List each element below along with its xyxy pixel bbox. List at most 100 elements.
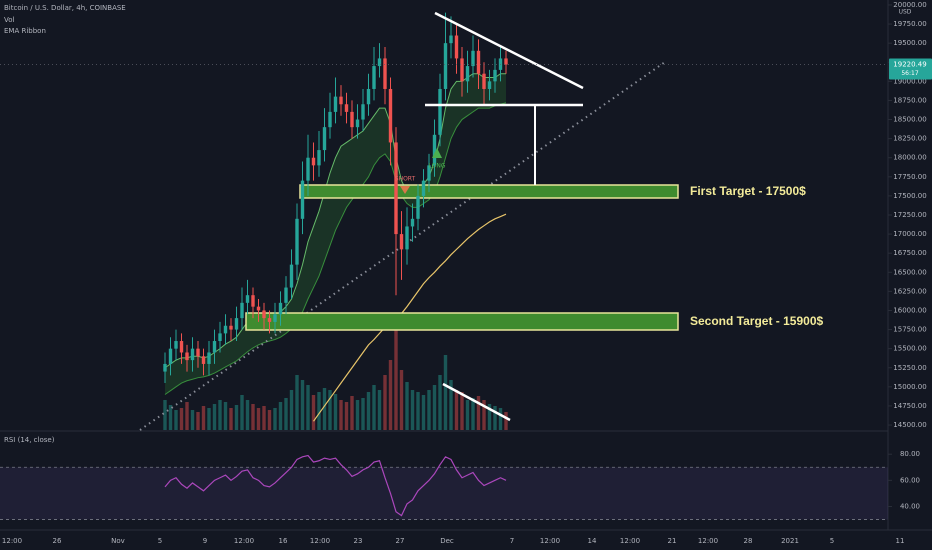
candle-body	[377, 58, 382, 67]
candle-body	[361, 104, 365, 120]
volume-bar	[284, 398, 288, 430]
candle-body	[465, 66, 470, 82]
volume-bar	[394, 330, 398, 430]
volume-bar	[454, 390, 459, 430]
candle-body	[372, 66, 376, 89]
candle-body	[251, 295, 255, 307]
volume-bar	[344, 402, 349, 430]
x-tick-label: 11	[896, 537, 905, 545]
rsi-layer	[164, 454, 507, 517]
candle-body	[476, 50, 481, 74]
moving-average	[313, 213, 507, 422]
ma-line	[313, 213, 507, 422]
long-label: LONG	[429, 163, 446, 170]
candle-body	[300, 180, 305, 219]
x-tick-label: 23	[354, 537, 363, 545]
y-tick-label: 14500.00	[893, 421, 926, 429]
volume-bar	[300, 380, 305, 430]
x-tick-label: 12:00	[2, 537, 22, 545]
volume-bar	[427, 390, 431, 430]
candle-body	[493, 69, 497, 82]
rsi-title: RSI (14, close)	[4, 436, 55, 444]
candle-body	[201, 356, 206, 364]
volume-bar	[482, 400, 486, 430]
candle-body	[295, 218, 299, 265]
candle-body	[278, 302, 283, 315]
long-marker	[432, 148, 442, 158]
y-tick-label: 16750.00	[893, 249, 926, 257]
candle-body	[399, 234, 404, 250]
y-tick-label: 17000.00	[893, 230, 926, 238]
candle-body	[355, 119, 360, 128]
candle-body	[388, 88, 393, 143]
candle-body	[322, 127, 327, 151]
candle-body	[223, 325, 228, 334]
volume-bar	[185, 402, 189, 430]
volume-bar	[372, 385, 376, 430]
candle-body	[207, 352, 211, 364]
volume-bar	[322, 388, 327, 430]
volume-bar	[405, 382, 409, 430]
rsi-band	[0, 467, 888, 520]
x-tick-label: 21	[668, 537, 677, 545]
y-tick-label: 16250.00	[893, 287, 926, 295]
candle-body	[487, 81, 492, 89]
candle-body	[229, 325, 233, 330]
candle-body	[350, 111, 354, 128]
x-tick-label: 5	[158, 537, 162, 545]
volume-bar	[306, 385, 310, 430]
x-tick-label: 14	[588, 537, 597, 545]
y-tick-label: 18750.00	[893, 96, 926, 104]
volume-bar	[416, 392, 420, 430]
volume-bar	[174, 410, 178, 430]
volume-bar	[493, 406, 497, 430]
candle-body	[339, 96, 343, 105]
candle-body	[460, 58, 464, 82]
y-tick-label: 17750.00	[893, 173, 926, 181]
indicator-ema: EMA Ribbon	[4, 27, 46, 35]
candle-body	[174, 341, 178, 349]
candle-body	[432, 134, 437, 166]
candle-body	[185, 352, 189, 361]
y-tick-label: 19750.00	[893, 20, 926, 28]
volume-bar	[245, 400, 250, 430]
volume-bar	[377, 390, 382, 430]
first-target-zone	[299, 184, 679, 199]
x-tick-label: 5	[830, 537, 834, 545]
volume-bar	[383, 375, 387, 430]
countdown: 56:17	[901, 70, 918, 77]
candle-body	[504, 58, 508, 65]
short-label: SHORT	[395, 176, 416, 183]
volume-bar	[234, 405, 239, 430]
second-target-label: Second Target - 15900$	[690, 314, 823, 328]
volume-bar	[278, 402, 283, 430]
volume-bar	[328, 390, 332, 430]
volume-bar	[207, 408, 211, 430]
volume-bar	[465, 400, 470, 430]
volume-bar	[262, 406, 266, 430]
candle-body	[190, 348, 195, 361]
volume-bar	[256, 408, 261, 430]
volume-bar	[229, 408, 233, 430]
rsi-tick-label: 80.00	[900, 450, 920, 458]
volume-bar	[487, 404, 492, 430]
triangle-upper-line	[434, 11, 584, 90]
volume-bar	[350, 396, 354, 430]
x-tick-label: 12:00	[698, 537, 718, 545]
candle-body	[240, 302, 244, 319]
candle-body	[405, 226, 409, 250]
candle-body	[410, 218, 415, 227]
volume-bar	[432, 385, 437, 430]
candle-body	[421, 180, 426, 196]
volume-bar	[476, 396, 481, 430]
candle-body	[256, 306, 261, 311]
x-tick-label: Nov	[111, 537, 125, 545]
x-tick-label: 28	[744, 537, 753, 545]
x-tick-label: Dec	[440, 537, 454, 545]
candle-body	[366, 88, 371, 105]
volume-bar	[355, 400, 360, 430]
x-tick-label: 2021	[781, 537, 799, 545]
